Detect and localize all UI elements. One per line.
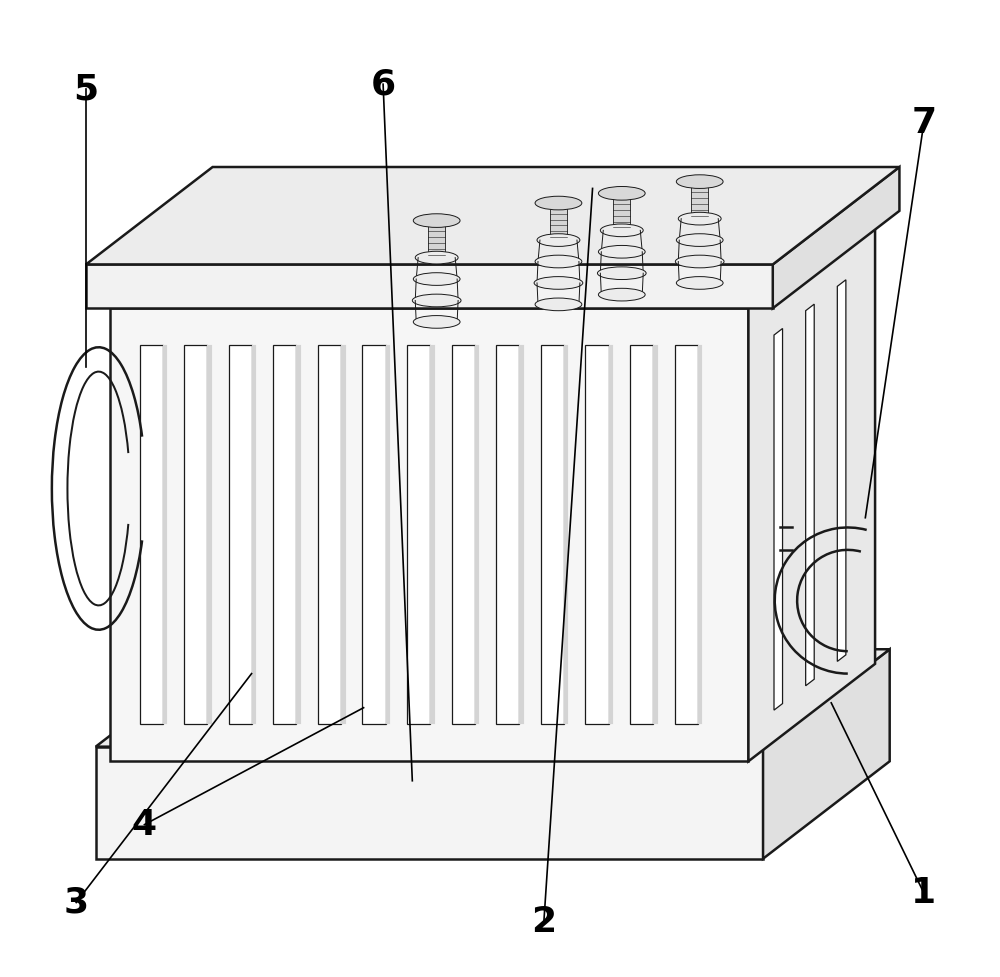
Polygon shape [110, 309, 748, 761]
Bar [613, 198, 630, 228]
Bar [362, 345, 386, 724]
Ellipse shape [534, 276, 583, 289]
Bar [496, 345, 519, 724]
Bar [407, 345, 430, 724]
Bar [691, 187, 708, 216]
Ellipse shape [535, 196, 582, 210]
Text: 6: 6 [371, 67, 396, 102]
Bar [163, 345, 167, 724]
Bar [386, 345, 390, 724]
Ellipse shape [535, 255, 582, 268]
Bar [564, 345, 568, 724]
Bar [519, 345, 524, 724]
Ellipse shape [535, 298, 582, 311]
Bar [550, 208, 567, 237]
Polygon shape [773, 167, 899, 309]
Polygon shape [96, 746, 763, 859]
Ellipse shape [413, 273, 460, 285]
Bar [675, 345, 698, 724]
Ellipse shape [413, 316, 460, 328]
Ellipse shape [597, 267, 646, 279]
Bar [252, 345, 256, 724]
Bar [585, 345, 609, 724]
Ellipse shape [537, 234, 580, 246]
Polygon shape [86, 265, 773, 309]
Ellipse shape [600, 224, 643, 236]
Ellipse shape [676, 175, 723, 189]
Bar [430, 345, 435, 724]
Text: 5: 5 [73, 72, 99, 106]
Polygon shape [748, 211, 875, 761]
Polygon shape [806, 304, 814, 686]
Text: 3: 3 [64, 885, 89, 919]
Text: 1: 1 [911, 875, 936, 910]
Ellipse shape [415, 251, 458, 264]
Polygon shape [774, 328, 783, 710]
Bar [341, 345, 346, 724]
Ellipse shape [675, 255, 724, 268]
Bar [318, 345, 341, 724]
Bar [541, 345, 564, 724]
Bar [428, 226, 445, 255]
Bar [475, 345, 479, 724]
Ellipse shape [598, 288, 645, 301]
Ellipse shape [598, 187, 645, 200]
Polygon shape [763, 650, 890, 859]
Text: 2: 2 [531, 905, 556, 939]
Ellipse shape [412, 294, 461, 307]
Ellipse shape [598, 245, 645, 258]
Text: 7: 7 [911, 106, 936, 140]
Bar [296, 345, 301, 724]
Bar [140, 345, 163, 724]
Text: 4: 4 [132, 808, 157, 841]
Polygon shape [837, 279, 846, 661]
Bar [207, 345, 212, 724]
Polygon shape [86, 167, 899, 265]
Bar [184, 345, 207, 724]
Bar [452, 345, 475, 724]
Polygon shape [96, 650, 890, 746]
Ellipse shape [676, 234, 723, 246]
Bar [630, 345, 653, 724]
Bar [609, 345, 613, 724]
Ellipse shape [413, 214, 460, 228]
Ellipse shape [676, 276, 723, 289]
Bar [698, 345, 702, 724]
Bar [229, 345, 252, 724]
Ellipse shape [678, 212, 721, 225]
Bar [273, 345, 296, 724]
Bar [653, 345, 658, 724]
